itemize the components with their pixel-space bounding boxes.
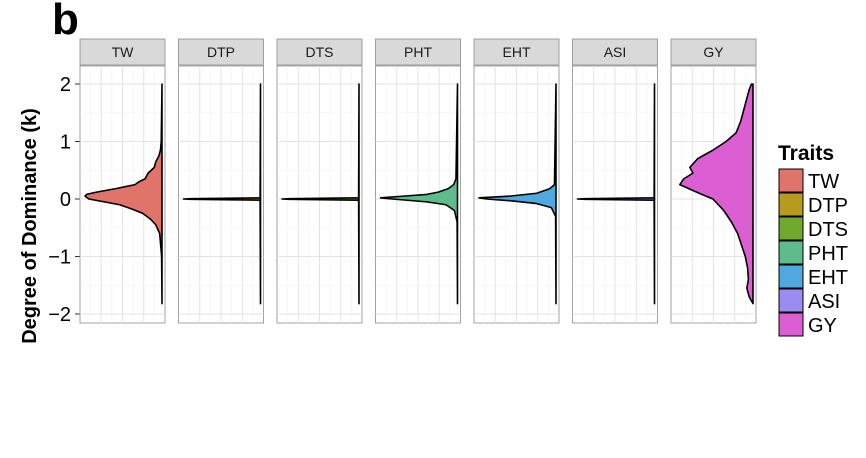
facet-strip-label: EHT (503, 44, 531, 60)
facet-panel-dtp: DTP (178, 38, 264, 324)
facet-strip (79, 38, 166, 66)
facet-strip-label: DTS (306, 44, 334, 60)
facet-panels: TW DTP DTS PHT EHT ASI GY (79, 38, 757, 324)
legend-item-asi: ASI (778, 288, 840, 313)
panel-letter: b (52, 0, 79, 44)
y-tick-label: −2 (48, 304, 71, 326)
legend-item-eht: EHT (778, 264, 848, 289)
legend-label: GY (808, 315, 837, 337)
legend-item-gy: GY (778, 312, 837, 337)
legend-swatch (778, 168, 804, 193)
facet-strip (473, 38, 560, 66)
facet-panel-asi: ASI (572, 38, 658, 324)
facet-strip-label: TW (112, 44, 135, 60)
legend-label: DTP (808, 195, 848, 217)
y-tick-label: 0 (60, 189, 71, 211)
facet-panel-eht: EHT (473, 38, 560, 324)
legend-item-dtp: DTP (778, 192, 848, 217)
legend-title: Traits (778, 142, 834, 165)
violin-gy (679, 83, 754, 305)
facet-panel-gy: GY (670, 38, 757, 324)
legend-label: EHT (808, 267, 848, 289)
legend-label: ASI (808, 291, 840, 313)
facet-strip (276, 38, 363, 66)
legend-item-tw: TW (778, 168, 839, 193)
violin-tw (84, 83, 163, 305)
legend-label: DTS (808, 219, 848, 241)
legend-swatch (778, 312, 804, 337)
legend-item-pht: PHT (778, 240, 848, 265)
violin-pht (379, 83, 459, 305)
y-tick-label: 2 (60, 74, 71, 96)
facet-strip-label: DTP (207, 44, 235, 60)
facet-strip (670, 38, 757, 66)
facet-strip-label: GY (703, 44, 724, 60)
facet-strip-label: ASI (604, 44, 627, 60)
y-tick-label: 1 (60, 132, 71, 154)
facet-strip-label: PHT (404, 44, 432, 60)
facet-panel-tw: TW (79, 38, 166, 324)
facet-strip (178, 38, 264, 66)
facet-strip (375, 38, 461, 66)
y-axis-ticks: −2 −1 0 1 2 (48, 74, 80, 326)
legend-swatch (778, 288, 804, 313)
legend-item-dts: DTS (778, 216, 848, 241)
y-axis-label: Degree of Dominance (k) (19, 108, 41, 344)
legend-swatch (778, 216, 804, 241)
violin-asi (576, 83, 656, 305)
legend-swatch (778, 192, 804, 217)
legend-label: PHT (808, 243, 848, 265)
violin-dtp (182, 83, 262, 305)
facet-strip (572, 38, 658, 66)
legend-swatch (778, 264, 804, 289)
facet-panel-dts: DTS (276, 38, 363, 324)
legend-swatch (778, 240, 804, 265)
legend-label: TW (808, 171, 839, 193)
gridlines (178, 66, 264, 323)
facet-panel-pht: PHT (375, 38, 461, 324)
y-tick-label: −1 (48, 247, 71, 269)
violin-eht (478, 83, 557, 305)
violin-dts (281, 83, 360, 305)
